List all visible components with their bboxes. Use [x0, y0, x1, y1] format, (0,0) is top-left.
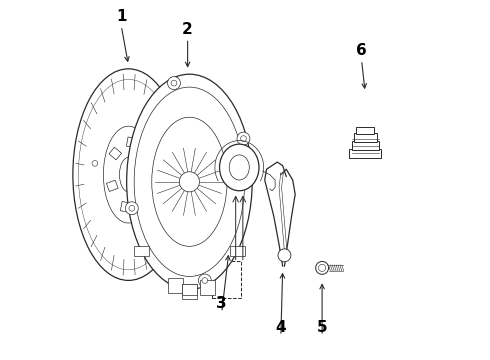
FancyBboxPatch shape — [200, 280, 215, 295]
Ellipse shape — [103, 126, 153, 223]
Text: 2: 2 — [182, 22, 193, 37]
Circle shape — [318, 264, 326, 271]
FancyBboxPatch shape — [349, 149, 381, 158]
FancyBboxPatch shape — [212, 261, 241, 298]
Text: 6: 6 — [356, 44, 367, 58]
FancyBboxPatch shape — [182, 284, 196, 295]
Circle shape — [137, 233, 143, 238]
Ellipse shape — [152, 117, 227, 246]
Text: 4: 4 — [275, 320, 286, 334]
FancyBboxPatch shape — [182, 284, 197, 299]
Ellipse shape — [125, 202, 138, 215]
Bar — [139, 158, 150, 169]
Ellipse shape — [126, 74, 252, 289]
FancyBboxPatch shape — [351, 141, 379, 150]
Circle shape — [241, 136, 246, 141]
Ellipse shape — [237, 132, 250, 145]
Bar — [135, 189, 148, 202]
Ellipse shape — [73, 69, 184, 280]
Circle shape — [202, 278, 208, 283]
Ellipse shape — [168, 77, 180, 90]
Ellipse shape — [179, 172, 199, 192]
Circle shape — [129, 205, 135, 211]
Text: 3: 3 — [217, 296, 227, 311]
Circle shape — [278, 249, 291, 262]
Text: 5: 5 — [317, 320, 327, 334]
Bar — [109, 147, 122, 160]
FancyBboxPatch shape — [230, 246, 245, 256]
Bar — [106, 180, 118, 192]
Circle shape — [316, 261, 329, 274]
Circle shape — [147, 122, 153, 128]
Ellipse shape — [220, 144, 259, 191]
Bar — [126, 137, 137, 148]
FancyBboxPatch shape — [356, 127, 374, 134]
Ellipse shape — [198, 274, 211, 287]
Ellipse shape — [229, 155, 249, 180]
FancyBboxPatch shape — [134, 246, 148, 256]
Ellipse shape — [120, 157, 137, 192]
Bar — [121, 202, 130, 212]
Text: 1: 1 — [116, 9, 126, 24]
FancyBboxPatch shape — [354, 133, 377, 142]
Circle shape — [92, 161, 98, 166]
FancyBboxPatch shape — [168, 278, 183, 293]
Circle shape — [171, 80, 177, 86]
Ellipse shape — [134, 87, 245, 276]
